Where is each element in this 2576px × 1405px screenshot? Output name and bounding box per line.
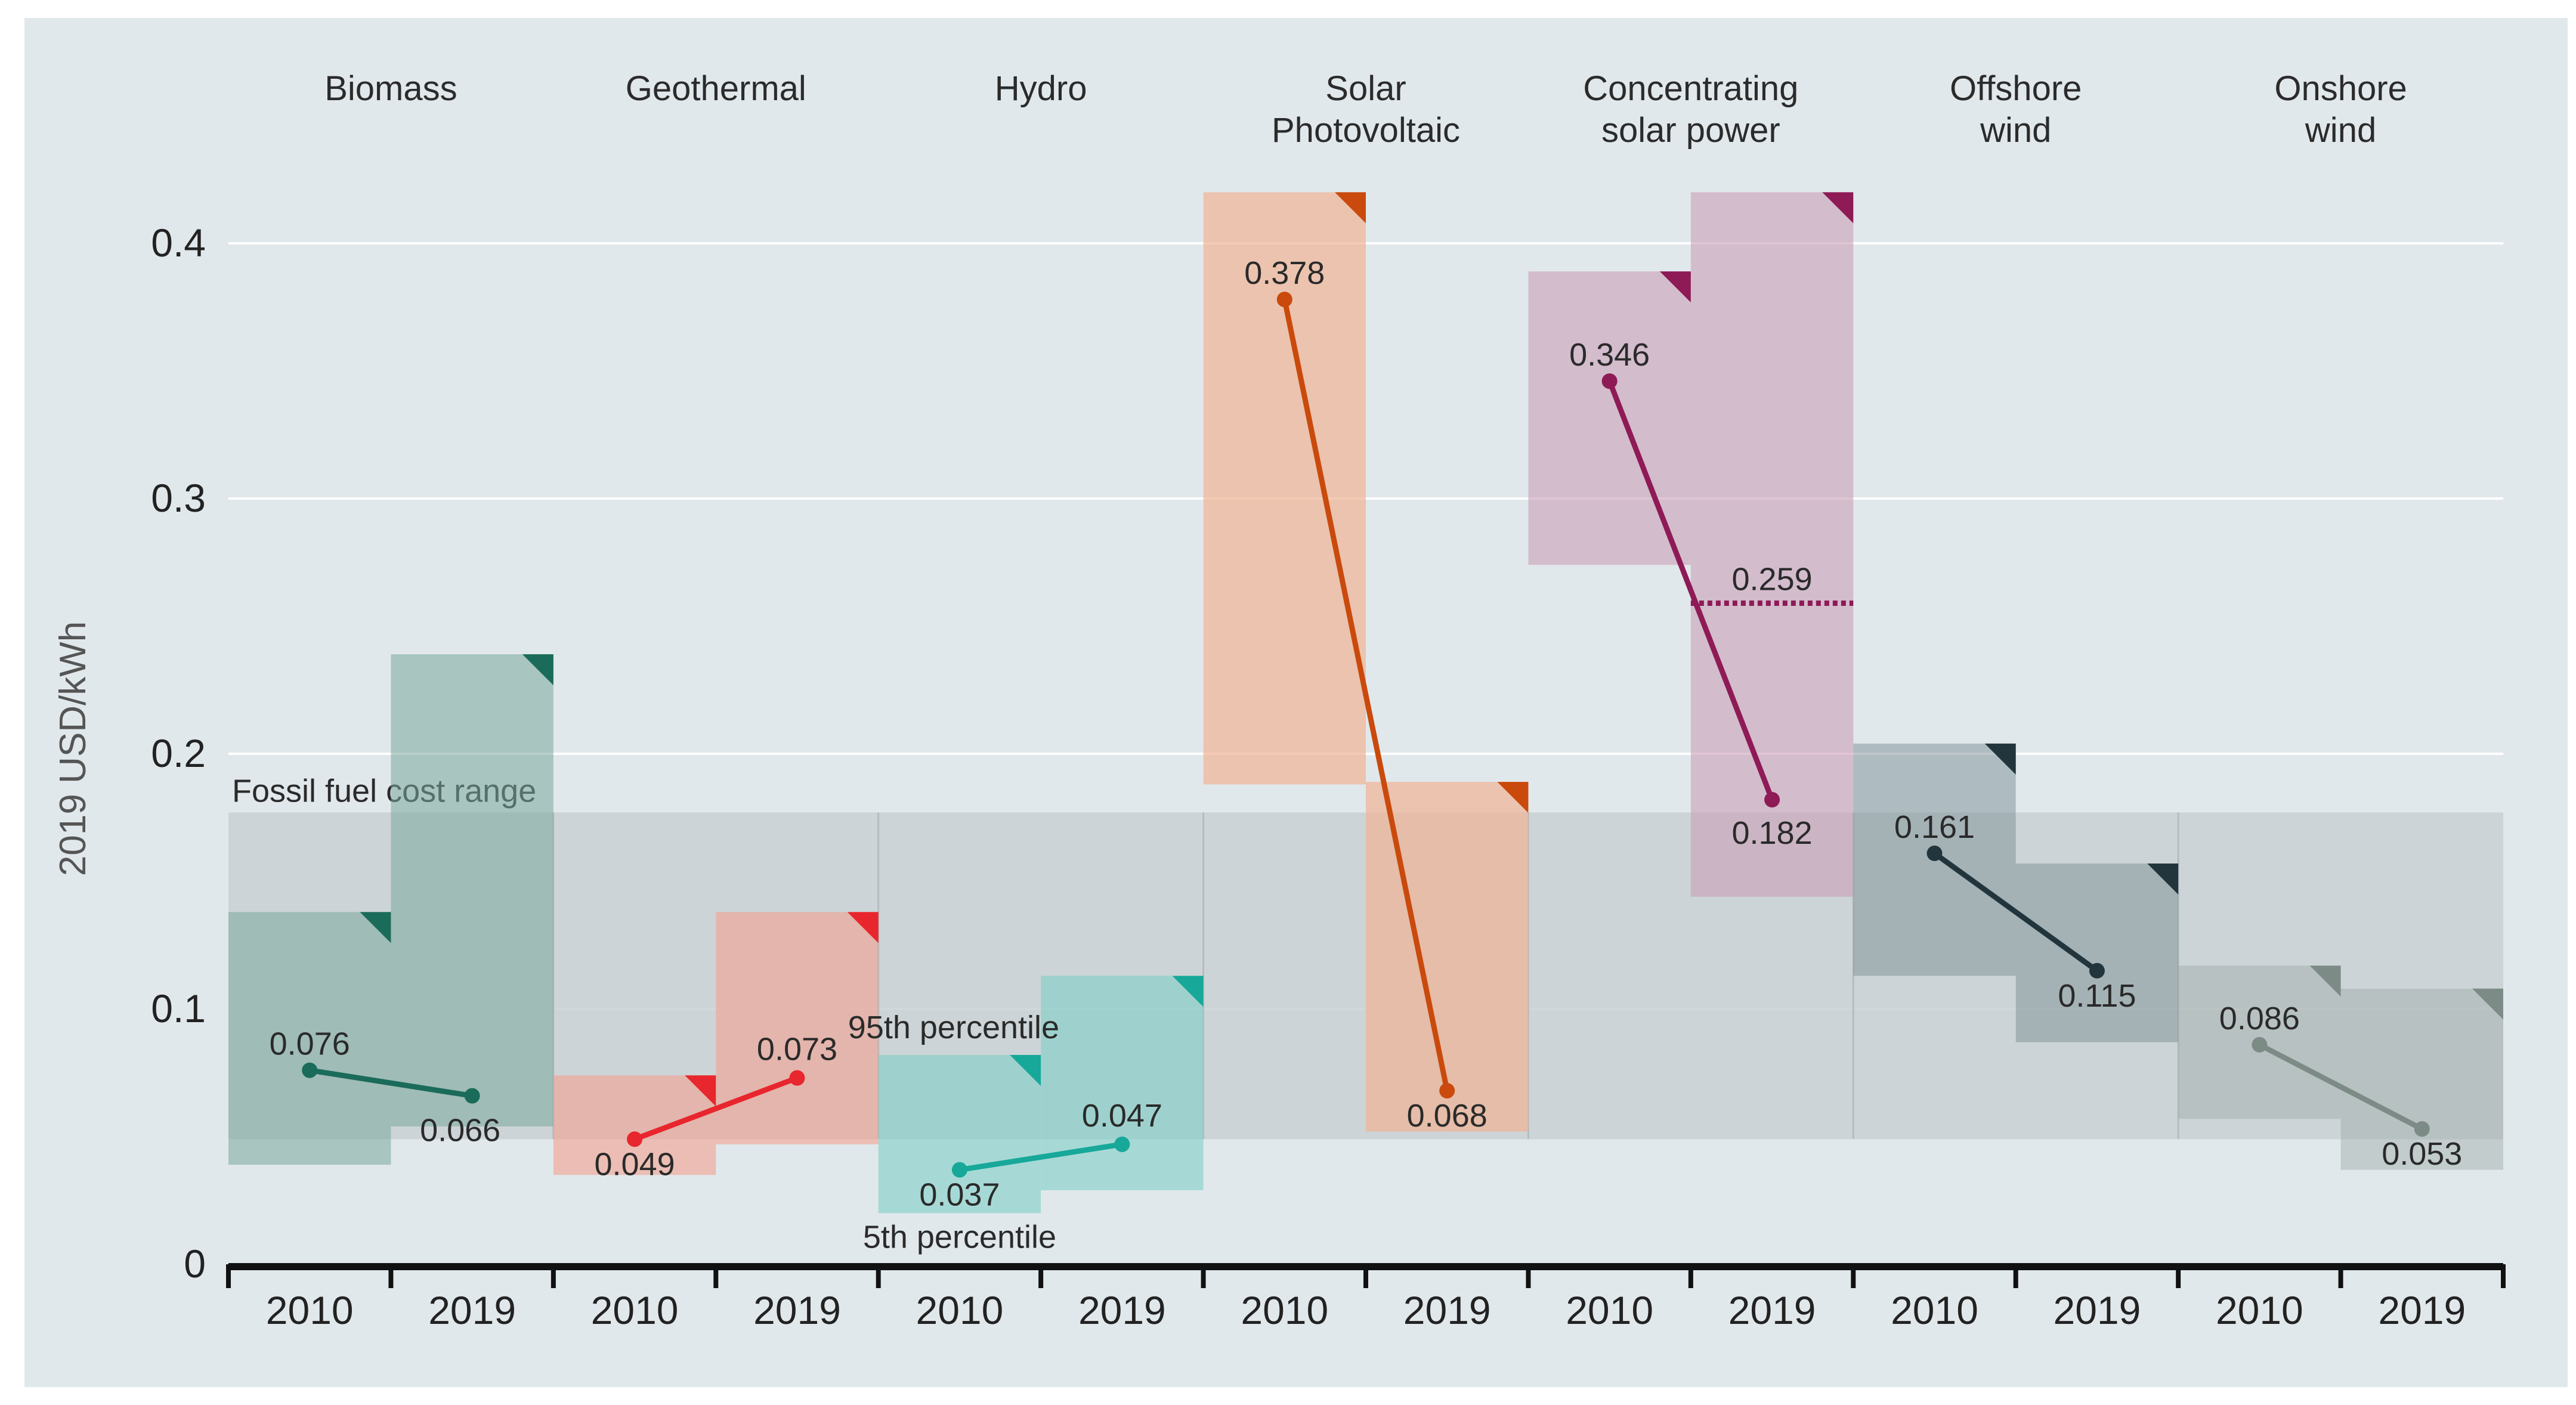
p95-annotation: 95th percentile: [848, 1010, 1059, 1045]
data-point-onshore-wind-2019: [2414, 1121, 2430, 1137]
category-title-offshore-wind: Offshore wind: [1950, 69, 2082, 150]
value-label-concentrating-solar-power-2019: 0.182: [1732, 815, 1813, 851]
x-tick-label-onshore-wind-2019: 2019: [2378, 1288, 2466, 1332]
percentile-marker-offshore-wind-2010: [1984, 743, 2016, 775]
data-point-onshore-wind-2010: [2252, 1036, 2268, 1053]
percentile-marker-biomass-2010: [360, 912, 391, 943]
value-label-offshore-wind-2019: 0.115: [2058, 978, 2136, 1014]
data-point-offshore-wind-2010: [1926, 845, 1943, 861]
range-box-concentrating-solar-power-2019: [1690, 192, 1854, 897]
value-label-biomass-2019: 0.066: [420, 1113, 500, 1149]
data-point-biomass-2019: [464, 1088, 480, 1104]
percentile-marker-onshore-wind-2019: [2472, 988, 2503, 1020]
range-box-geothermal-2019: [716, 912, 879, 1144]
dotted-line-label-concentrating-solar-power: 0.259: [1732, 561, 1813, 597]
data-point-hydro-2010: [951, 1162, 967, 1178]
x-tick-label-hydro-2010: 2010: [916, 1288, 1004, 1332]
data-point-geothermal-2019: [789, 1070, 805, 1086]
range-box-hydro-2010: [878, 1055, 1041, 1214]
x-tick-label-offshore-wind-2019: 2019: [2054, 1288, 2141, 1332]
x-tick-label-solar-photovoltaic-2010: 2010: [1241, 1288, 1328, 1332]
range-box-biomass-2019: [391, 654, 553, 1127]
x-tick-label-biomass-2019: 2019: [428, 1288, 516, 1332]
x-tick-label-onshore-wind-2010: 2010: [2216, 1288, 2303, 1332]
x-tick-label-concentrating-solar-power-2010: 2010: [1566, 1288, 1653, 1332]
data-point-hydro-2019: [1114, 1136, 1130, 1152]
y-tick-label: 0.4: [151, 221, 206, 265]
category-title-hydro: Hydro: [995, 69, 1087, 108]
range-box-offshore-wind-2019: [2015, 864, 2179, 1042]
percentile-marker-biomass-2019: [522, 654, 553, 686]
x-tick-label-concentrating-solar-power-2019: 2019: [1728, 1288, 1816, 1332]
x-tick-label-solar-photovoltaic-2019: 2019: [1403, 1288, 1491, 1332]
y-tick-label: 0.1: [151, 986, 206, 1030]
percentile-marker-solar-photovoltaic-2019: [1497, 782, 1529, 813]
value-label-solar-photovoltaic-2019: 0.068: [1407, 1098, 1488, 1134]
category-title-biomass: Biomass: [324, 69, 457, 108]
range-box-hydro-2019: [1041, 976, 1204, 1190]
category-title-geothermal: Geothermal: [626, 69, 806, 108]
data-point-offshore-wind-2019: [2089, 963, 2105, 979]
value-label-solar-photovoltaic-2010: 0.378: [1244, 255, 1325, 291]
value-label-concentrating-solar-power-2010: 0.346: [1569, 337, 1650, 373]
percentile-marker-hydro-2010: [1010, 1055, 1041, 1087]
category-title-concentrating-solar-power: Concentrating solar power: [1583, 69, 1798, 150]
percentile-marker-hydro-2019: [1172, 976, 1204, 1007]
value-label-onshore-wind-2010: 0.086: [2219, 1001, 2300, 1036]
trend-line-concentrating-solar-power: [1607, 380, 1775, 801]
value-label-hydro-2010: 0.037: [919, 1177, 1000, 1213]
x-tick-label-hydro-2019: 2019: [1078, 1288, 1166, 1332]
value-label-biomass-2010: 0.076: [270, 1026, 350, 1062]
data-point-solar-photovoltaic-2019: [1439, 1082, 1455, 1098]
category-title-solar-photovoltaic: Solar Photovoltaic: [1272, 69, 1460, 150]
y-tick-label: 0.2: [151, 731, 206, 775]
percentile-marker-concentrating-solar-power-2019: [1822, 192, 1854, 224]
data-point-geothermal-2010: [627, 1131, 643, 1147]
y-tick-label: 0: [184, 1242, 206, 1286]
x-tick-label-geothermal-2010: 2010: [591, 1288, 679, 1332]
percentile-marker-geothermal-2019: [847, 912, 879, 943]
x-tick-label-geothermal-2019: 2019: [753, 1288, 841, 1332]
trend-line-solar-photovoltaic: [1282, 299, 1450, 1091]
x-tick-label-offshore-wind-2010: 2010: [1891, 1288, 1978, 1332]
data-point-concentrating-solar-power-2019: [1764, 792, 1780, 808]
value-label-onshore-wind-2019: 0.053: [2382, 1136, 2462, 1172]
data-point-solar-photovoltaic-2010: [1276, 292, 1292, 308]
percentile-marker-offshore-wind-2019: [2147, 864, 2179, 895]
percentile-marker-onshore-wind-2010: [2309, 965, 2341, 997]
percentile-marker-concentrating-solar-power-2010: [1659, 271, 1691, 303]
category-title-onshore-wind: Onshore wind: [2274, 69, 2407, 150]
range-box-biomass-2010: [228, 912, 391, 1165]
value-label-geothermal-2010: 0.049: [595, 1146, 675, 1182]
range-box-onshore-wind-2019: [2340, 988, 2503, 1170]
x-tick-label-biomass-2010: 2010: [266, 1288, 354, 1332]
trend-line-onshore-wind: [2258, 1042, 2423, 1132]
data-point-concentrating-solar-power-2010: [1601, 373, 1618, 389]
trend-line-offshore-wind: [1932, 851, 2099, 973]
percentile-marker-solar-photovoltaic-2010: [1335, 192, 1366, 224]
value-label-geothermal-2019: 0.073: [757, 1032, 837, 1067]
trend-line-hydro: [959, 1141, 1123, 1173]
y-tick-label: 0.3: [151, 476, 206, 520]
trend-line-geothermal: [633, 1075, 799, 1142]
value-label-hydro-2019: 0.047: [1082, 1098, 1162, 1134]
trend-line-biomass: [309, 1067, 473, 1098]
data-point-biomass-2010: [302, 1062, 318, 1078]
percentile-marker-geothermal-2010: [685, 1075, 716, 1107]
p5-annotation: 5th percentile: [863, 1219, 1056, 1255]
range-box-solar-photovoltaic-2010: [1203, 192, 1366, 785]
range-box-geothermal-2010: [553, 1075, 716, 1175]
value-label-offshore-wind-2010: 0.161: [1894, 809, 1975, 845]
y-axis-title: 2019 USD/kWh: [52, 621, 94, 876]
